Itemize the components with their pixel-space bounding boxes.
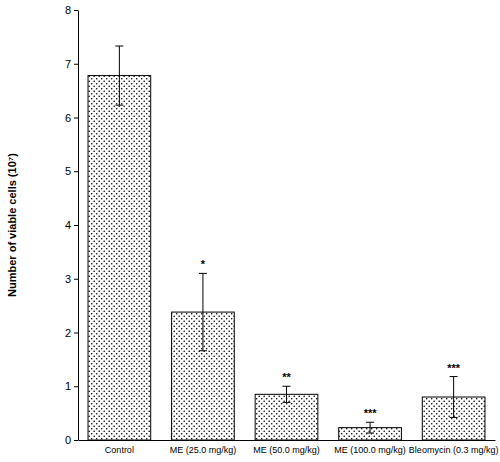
error-bar-cap — [366, 433, 374, 434]
error-bar-stem — [370, 422, 371, 433]
x-axis: Control ME (25.0 mg/kg) ME (50.0 mg/kg) ME … — [79, 440, 499, 455]
y-tick: 5 — [65, 165, 78, 177]
y-tick: 2 — [65, 327, 78, 339]
error-bar-cap — [199, 273, 207, 274]
y-tick-label: 7 — [65, 58, 71, 70]
x-tick: ME (50.0 mg/kg) — [253, 440, 320, 455]
error-bar-cap — [450, 417, 458, 418]
error-bar-stem — [453, 377, 454, 418]
error-bar-cap — [366, 422, 374, 423]
error-bar-cap — [450, 376, 458, 377]
y-axis-title: Number of viable cells (10⁷) — [6, 153, 18, 297]
x-tick-label: Bleomycin (0.3 mg/kg) — [409, 445, 499, 455]
x-tick: Bleomycin (0.3 mg/kg) — [409, 440, 499, 455]
x-tick-label: Control — [105, 445, 134, 455]
y-tick: 0 — [65, 434, 78, 446]
y-tick: 3 — [65, 273, 78, 285]
y-tick-mark — [74, 386, 78, 387]
error-bar — [450, 377, 458, 418]
y-tick-mark — [74, 225, 78, 226]
x-tick-label: ME (25.0 mg/kg) — [170, 445, 237, 455]
significance-label: *** — [447, 362, 461, 374]
y-tick-mark — [74, 118, 78, 119]
error-bar-cap — [115, 105, 123, 106]
y-tick-label: 0 — [65, 434, 71, 446]
significance-label: *** — [364, 407, 378, 419]
y-tick-label: 1 — [65, 380, 71, 392]
y-tick-mark — [74, 10, 78, 11]
y-tick-mark — [74, 440, 78, 441]
y-tick-label: 6 — [65, 112, 71, 124]
x-tick: Control — [105, 440, 134, 455]
error-bar — [366, 422, 374, 433]
significance-label: ** — [282, 371, 291, 383]
y-tick: 4 — [65, 219, 78, 231]
y-tick-label: 2 — [65, 327, 71, 339]
marks — [88, 46, 485, 440]
plot-area: 0 1 2 3 4 5 6 7 8 Control ME (25.0 mg/kg) ME (50.0 … — [65, 4, 499, 455]
error-bar-stem — [119, 46, 120, 105]
significance-label: * — [201, 258, 206, 270]
y-tick-label: 3 — [65, 273, 71, 285]
y-tick-mark — [74, 171, 78, 172]
bar — [88, 76, 151, 440]
error-bar — [199, 273, 207, 350]
error-bar-stem — [202, 273, 203, 350]
y-tick-label: 5 — [65, 165, 71, 177]
x-tick: ME (100.0 mg/kg) — [334, 440, 406, 455]
x-tick: ME (25.0 mg/kg) — [170, 440, 237, 455]
y-tick: 7 — [65, 58, 78, 70]
error-bar-cap — [283, 402, 291, 403]
y-tick-mark — [74, 279, 78, 280]
y-tick: 6 — [65, 112, 78, 124]
x-axis-line — [79, 440, 496, 441]
y-tick: 1 — [65, 380, 78, 392]
x-tick-label: ME (50.0 mg/kg) — [253, 445, 320, 455]
error-bar — [283, 386, 291, 402]
y-tick-mark — [74, 333, 78, 334]
y-tick-label: 4 — [65, 219, 71, 231]
x-tick-label: ME (100.0 mg/kg) — [334, 445, 406, 455]
error-bar-cap — [283, 386, 291, 387]
chart: 0 1 2 3 4 5 6 7 8 Control ME (25.0 mg/kg) ME (50.0 … — [0, 0, 500, 462]
error-bar-cap — [199, 350, 207, 351]
error-bar-stem — [286, 386, 287, 402]
annotations: ********* — [201, 258, 461, 419]
error-bar — [115, 46, 123, 105]
error-bar-cap — [115, 46, 123, 47]
y-axis-line — [78, 11, 79, 441]
y-tick: 8 — [65, 4, 78, 16]
y-axis: 0 1 2 3 4 5 6 7 8 — [65, 4, 79, 446]
y-tick-mark — [74, 64, 78, 65]
y-tick-label: 8 — [65, 4, 71, 16]
